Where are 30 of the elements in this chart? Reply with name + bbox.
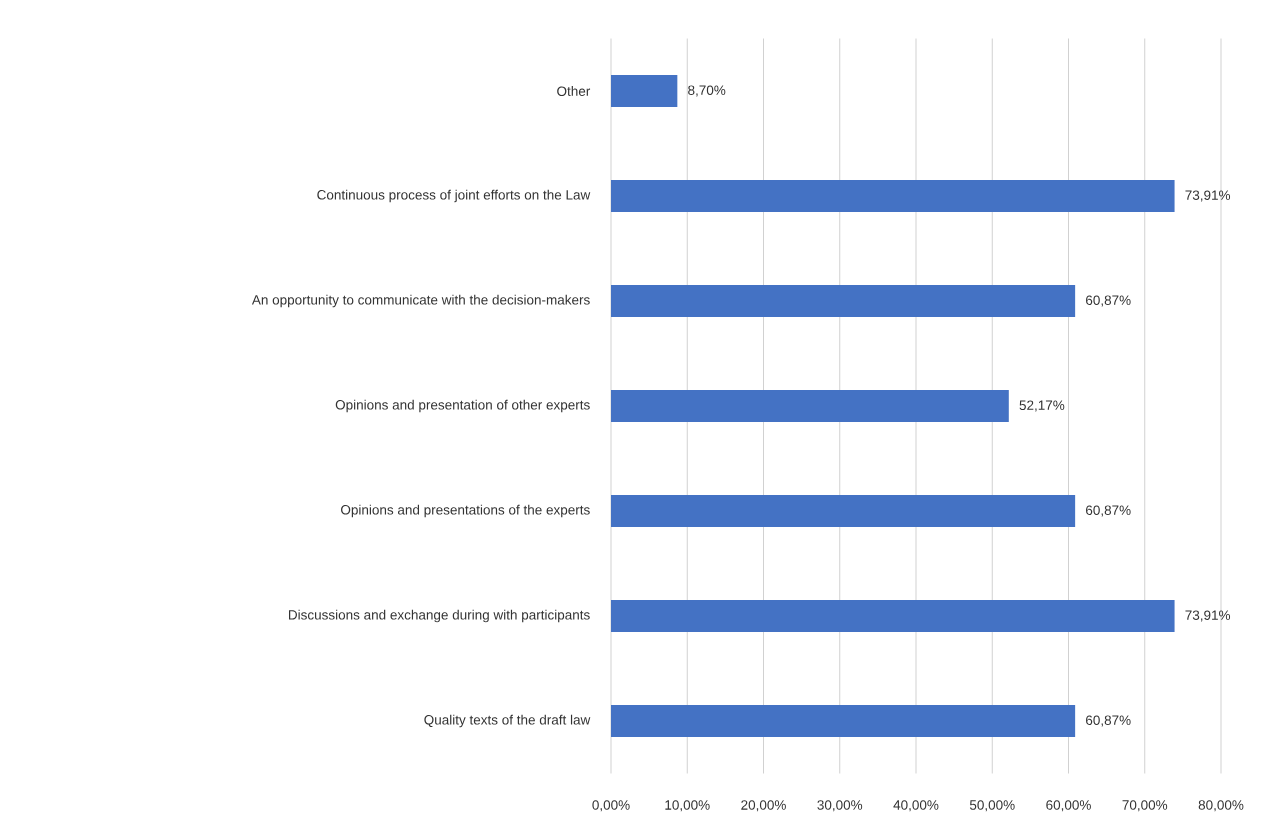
- data-label: 60,87%: [1086, 505, 1131, 517]
- x-tick-label: 50,00%: [969, 800, 1015, 812]
- data-label: 60,87%: [1086, 295, 1131, 307]
- x-tick-label: 0,00%: [592, 800, 630, 812]
- data-label: 73,91%: [1185, 610, 1231, 622]
- bar: [611, 180, 1175, 213]
- y-tick-label: Continuous process of joint efforts on the Law: [317, 189, 591, 203]
- data-label: 73,91%: [1185, 190, 1231, 202]
- bar: [611, 705, 1076, 738]
- bar: [611, 600, 1175, 633]
- data-label: 60,87%: [1086, 715, 1131, 727]
- bar: [611, 75, 678, 108]
- y-tick-label: Other: [557, 86, 591, 96]
- y-tick-label: Opinions and presentations of the experts: [341, 504, 590, 518]
- x-tick-label: 30,00%: [817, 800, 863, 812]
- x-tick-label: 20,00%: [741, 800, 786, 812]
- x-tick-label: 80,00%: [1198, 800, 1244, 812]
- x-tick-label: 40,00%: [893, 800, 939, 812]
- data-label: 8,70%: [688, 85, 726, 97]
- bar: [611, 390, 1009, 423]
- x-tick-label: 60,00%: [1046, 800, 1091, 812]
- y-tick-label: Opinions and presentation of other experts: [335, 399, 590, 413]
- bar: [611, 285, 1076, 318]
- x-tick-label: 70,00%: [1122, 800, 1168, 812]
- y-tick-label: An opportunity to communicate with the decision-makers: [251, 294, 590, 308]
- y-tick-label: Quality texts of the draft law: [424, 714, 591, 728]
- bar: [611, 495, 1076, 528]
- x-tick-label: 10,00%: [665, 800, 710, 812]
- y-tick-label: Discussions and exchange during with participants: [288, 609, 590, 623]
- data-label: 52,17%: [1019, 400, 1065, 412]
